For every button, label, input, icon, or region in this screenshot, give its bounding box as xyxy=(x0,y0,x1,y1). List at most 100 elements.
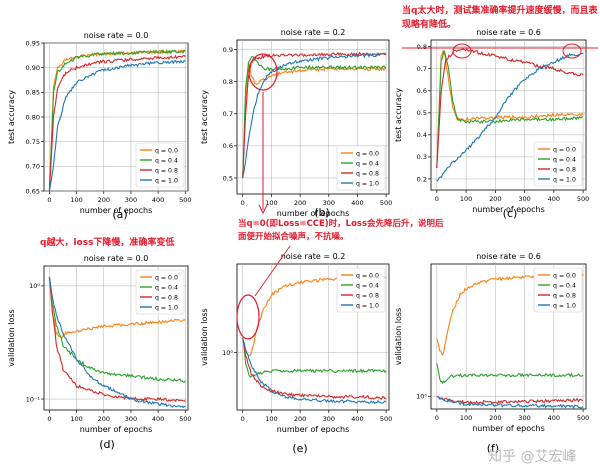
y-tick-label: 0.85 xyxy=(26,89,40,97)
panel-label: (f) xyxy=(487,442,499,455)
y-axis-label: test accuracy xyxy=(200,90,209,144)
x-tick-label: 300 xyxy=(323,199,335,207)
x-tick-label: 200 xyxy=(489,195,501,203)
y-tick-label: 0.2 xyxy=(417,175,427,183)
legend-label: q = 0.8 xyxy=(155,294,178,301)
legend-label: q = 1.0 xyxy=(356,180,379,187)
y-tick-label: 0.95 xyxy=(26,39,40,47)
y-tick-label: 0.8 xyxy=(223,78,233,86)
legend-label: q = 0.0 xyxy=(155,274,178,281)
chart-title: noise rate = 0.6 xyxy=(476,28,541,37)
y-tick-label: 0.5 xyxy=(417,109,427,117)
y-tick-label: 0.9 xyxy=(223,46,233,54)
series-line-q04 xyxy=(242,55,387,179)
highlight-ellipse xyxy=(236,294,260,340)
y-tick-label: 10⁰ xyxy=(222,349,233,357)
panel-label: (d) xyxy=(99,438,115,451)
x-tick-label: 100 xyxy=(265,415,277,423)
x-tick-label: 400 xyxy=(548,195,560,203)
highlight-ellipse xyxy=(248,53,278,91)
x-tick-label: 500 xyxy=(179,196,191,204)
y-tick-label: 0.65 xyxy=(26,187,40,195)
panel-label: (a) xyxy=(112,208,127,221)
legend-label: q = 1.0 xyxy=(553,176,576,183)
y-tick-label: 0.3 xyxy=(417,153,427,161)
x-tick-label: 100 xyxy=(265,199,277,207)
legend-label: q = 0.4 xyxy=(356,282,379,289)
x-axis-label: number of epochs xyxy=(80,206,153,215)
x-tick-label: 100 xyxy=(70,415,82,423)
y-tick-label: 0.90 xyxy=(26,64,40,72)
y-tick-label: 0.80 xyxy=(26,113,40,121)
arrow-head xyxy=(258,204,268,215)
panel-label: (c) xyxy=(503,207,518,220)
chart-title: noise rate = 0.0 xyxy=(84,31,149,40)
x-tick-label: 0 xyxy=(47,196,51,204)
y-tick-label: 10⁻¹ xyxy=(26,395,41,403)
series-line-q08 xyxy=(436,395,584,405)
x-tick-label: 400 xyxy=(351,415,363,423)
chart-c: 0 100 200 300 400 500 0.2 0.3 0.4 0.5 0.6 0.7 0.8 q =… xyxy=(394,28,589,220)
legend-box xyxy=(533,141,583,187)
legend-label: q = 1.0 xyxy=(356,302,379,309)
legend-label: q = 0.0 xyxy=(356,272,379,279)
legend-label: q = 0.0 xyxy=(553,272,576,279)
y-tick-label: 0.6 xyxy=(417,87,427,95)
panel-label: (b) xyxy=(314,206,330,219)
series-line-q10 xyxy=(48,59,186,192)
annotation-top-right: 当q太大时，测试集准确率提升速度缓慢，而且表现略有降低。 xyxy=(402,6,598,30)
x-tick-label: 200 xyxy=(489,414,501,422)
series-line-q00 xyxy=(48,276,186,339)
legend-label: q = 0.4 xyxy=(356,160,379,167)
legend-label: q = 0.0 xyxy=(553,146,576,153)
x-tick-label: 500 xyxy=(380,199,392,207)
x-tick-label: 200 xyxy=(294,415,306,423)
series-line-q10 xyxy=(436,52,584,182)
legend-label: q = 1.0 xyxy=(155,177,178,184)
annotation-bottom-left: q越大，loss下降慢，准确率变低 xyxy=(40,238,175,248)
y-axis-label: validation loss xyxy=(7,309,16,366)
y-tick-label: 0.70 xyxy=(26,163,40,171)
x-tick-label: 400 xyxy=(351,199,363,207)
x-tick-label: 100 xyxy=(460,195,472,203)
chart-f: 0 100 200 300 400 500 10⁰ q = 0.0 q = 0.4 q = 0.8… xyxy=(394,252,589,455)
legend-label: q = 1.0 xyxy=(553,302,576,309)
legend-label: q = 0.8 xyxy=(356,170,379,177)
legend-label: q = 0.4 xyxy=(553,156,576,163)
series-line-q04 xyxy=(48,48,186,192)
legend-label: q = 0.0 xyxy=(155,147,178,154)
x-tick-label: 300 xyxy=(125,415,137,423)
x-tick-label: 500 xyxy=(577,414,589,422)
y-tick-label: 0.5 xyxy=(223,174,233,182)
x-tick-label: 500 xyxy=(577,195,589,203)
legend-label: q = 0.0 xyxy=(356,150,379,157)
x-axis-label: number of epochs xyxy=(472,424,545,433)
highlight-ellipse xyxy=(452,43,472,59)
y-tick-label: 0.8 xyxy=(417,43,427,51)
legend-label: q = 0.8 xyxy=(553,292,576,299)
series-line-q08 xyxy=(242,338,387,400)
x-tick-label: 200 xyxy=(98,415,110,423)
legend-box xyxy=(336,267,386,313)
legend-box xyxy=(533,267,583,313)
chart-title: noise rate = 0.6 xyxy=(476,252,541,261)
x-tick-label: 200 xyxy=(294,199,306,207)
x-axis-label: number of epochs xyxy=(472,205,545,214)
y-tick-label: 0.7 xyxy=(223,110,233,118)
y-tick-label: 10⁰ xyxy=(416,393,427,401)
y-axis-label: test accuracy xyxy=(7,90,16,144)
x-tick-label: 0 xyxy=(47,415,51,423)
y-tick-label: 0.6 xyxy=(223,142,233,150)
chart-title: noise rate = 0.2 xyxy=(281,28,346,37)
series-line-q04 xyxy=(242,338,387,378)
y-tick-label: 0.4 xyxy=(417,131,427,139)
legend-label: q = 0.4 xyxy=(553,282,576,289)
x-tick-label: 300 xyxy=(518,195,530,203)
highlight-ellipse xyxy=(562,43,582,59)
series-line-q04 xyxy=(436,363,584,385)
series-line-q08 xyxy=(436,48,584,168)
series-line-q04 xyxy=(436,50,584,168)
chart-title: noise rate = 0.0 xyxy=(84,254,149,263)
annotation-marks xyxy=(236,43,598,340)
legend-box xyxy=(135,142,185,188)
